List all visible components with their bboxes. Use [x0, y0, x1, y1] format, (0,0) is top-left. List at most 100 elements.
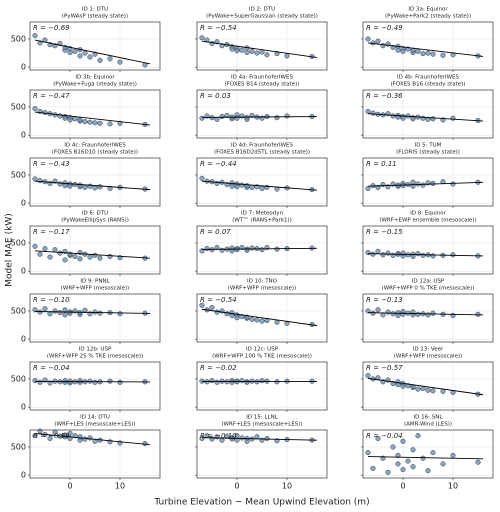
point — [117, 59, 123, 65]
panel-subtitle: (WRF+WFP 0 % TKE (mesoscale)) — [382, 286, 475, 292]
point — [390, 113, 396, 119]
point — [209, 305, 215, 311]
correlation-label: R = −0.54 — [200, 296, 237, 304]
panel-title: ID 7: Meteodyn — [241, 211, 283, 217]
point — [92, 185, 98, 191]
y-tick-label: 500 — [11, 34, 26, 43]
y-tick-label: 500 — [11, 306, 26, 315]
plot-frame — [196, 21, 328, 71]
point — [77, 53, 83, 59]
point — [410, 447, 416, 453]
point — [249, 245, 255, 251]
fit-line — [367, 113, 484, 122]
panel-subtitle: (PyWAsP (steady state)) — [62, 14, 128, 20]
plot-frame — [196, 361, 328, 411]
point — [365, 308, 371, 314]
point — [395, 461, 401, 467]
point — [87, 435, 93, 441]
point — [440, 52, 446, 58]
point — [375, 38, 381, 44]
point — [284, 53, 290, 59]
point — [430, 116, 436, 122]
point — [425, 50, 431, 56]
plot-area — [363, 226, 493, 274]
plot-frame — [196, 293, 328, 343]
point — [224, 112, 230, 118]
panel-subtitle: (WRF+WFP (mesoscale)) — [394, 354, 462, 360]
point — [117, 379, 123, 385]
y-tick-label: 0 — [21, 267, 26, 276]
point — [410, 179, 416, 185]
panel-title: ID 9: PNNL — [80, 279, 110, 285]
point — [62, 378, 68, 384]
x-tick-label: 10 — [282, 482, 292, 491]
correlation-label: R = −0.13 — [366, 296, 403, 304]
point — [82, 119, 88, 125]
point — [430, 388, 436, 394]
point — [107, 378, 113, 384]
plot-frame — [29, 89, 161, 139]
point — [244, 438, 250, 444]
point — [234, 315, 240, 321]
point — [117, 311, 123, 317]
point — [450, 181, 456, 187]
point — [72, 48, 78, 54]
fit-line — [201, 40, 318, 59]
point — [209, 40, 215, 47]
point — [42, 246, 48, 252]
point — [415, 181, 421, 187]
point — [244, 379, 250, 385]
x-tick-label: 0 — [234, 482, 239, 491]
fit-line — [201, 308, 318, 327]
panel-subtitle: (AMR-Wind (LES)) — [404, 422, 452, 428]
x-tick-label: 0 — [67, 482, 72, 491]
plot-area — [363, 294, 493, 342]
plot-frame — [362, 293, 494, 343]
correlation-label: R = 0.07 — [200, 228, 231, 236]
fit-line — [34, 250, 151, 259]
point — [420, 115, 426, 121]
plot-frame — [196, 89, 328, 139]
correlation-label: R = −0.36 — [366, 92, 403, 100]
point — [82, 436, 88, 442]
plot-frame — [196, 225, 328, 275]
point — [214, 379, 220, 385]
point — [430, 180, 436, 186]
point — [415, 433, 421, 439]
point — [430, 450, 436, 456]
point — [274, 319, 280, 325]
point — [62, 257, 68, 263]
y-tick-label: 0 — [21, 403, 26, 412]
plot-frame — [362, 89, 494, 139]
panel-title: ID 16: SNL — [414, 415, 444, 421]
point — [370, 465, 376, 471]
point — [32, 307, 38, 313]
point — [234, 115, 240, 121]
point — [92, 252, 98, 258]
panel-title: ID 4b: FraunhoferIWES — [397, 75, 460, 81]
point — [450, 52, 456, 58]
point — [415, 251, 421, 257]
point — [239, 378, 245, 384]
point — [234, 184, 240, 190]
correlation-label: R = −0.04 — [366, 432, 403, 440]
point — [229, 248, 235, 254]
point — [199, 35, 205, 41]
point — [97, 255, 103, 261]
panel-subtitle: (FOXES B16D2d5TL (steady state)) — [214, 150, 310, 156]
point — [42, 306, 48, 312]
panel-title: ID 4c: FraunhoferIWES — [64, 143, 126, 149]
plot-area — [197, 22, 327, 70]
plot-frame — [362, 361, 494, 411]
plot-frame — [362, 157, 494, 207]
point — [107, 253, 113, 260]
point — [400, 311, 406, 317]
panel-title: ID 4d: FraunhoferIWES — [231, 143, 294, 149]
fit-line — [34, 432, 151, 446]
point — [199, 115, 205, 121]
panel-title: ID 6: DTU — [82, 211, 108, 217]
panel-subtitle: (FOXES B14 (steady state)) — [225, 82, 300, 88]
point — [254, 50, 260, 56]
point — [400, 183, 406, 189]
point — [410, 116, 416, 122]
